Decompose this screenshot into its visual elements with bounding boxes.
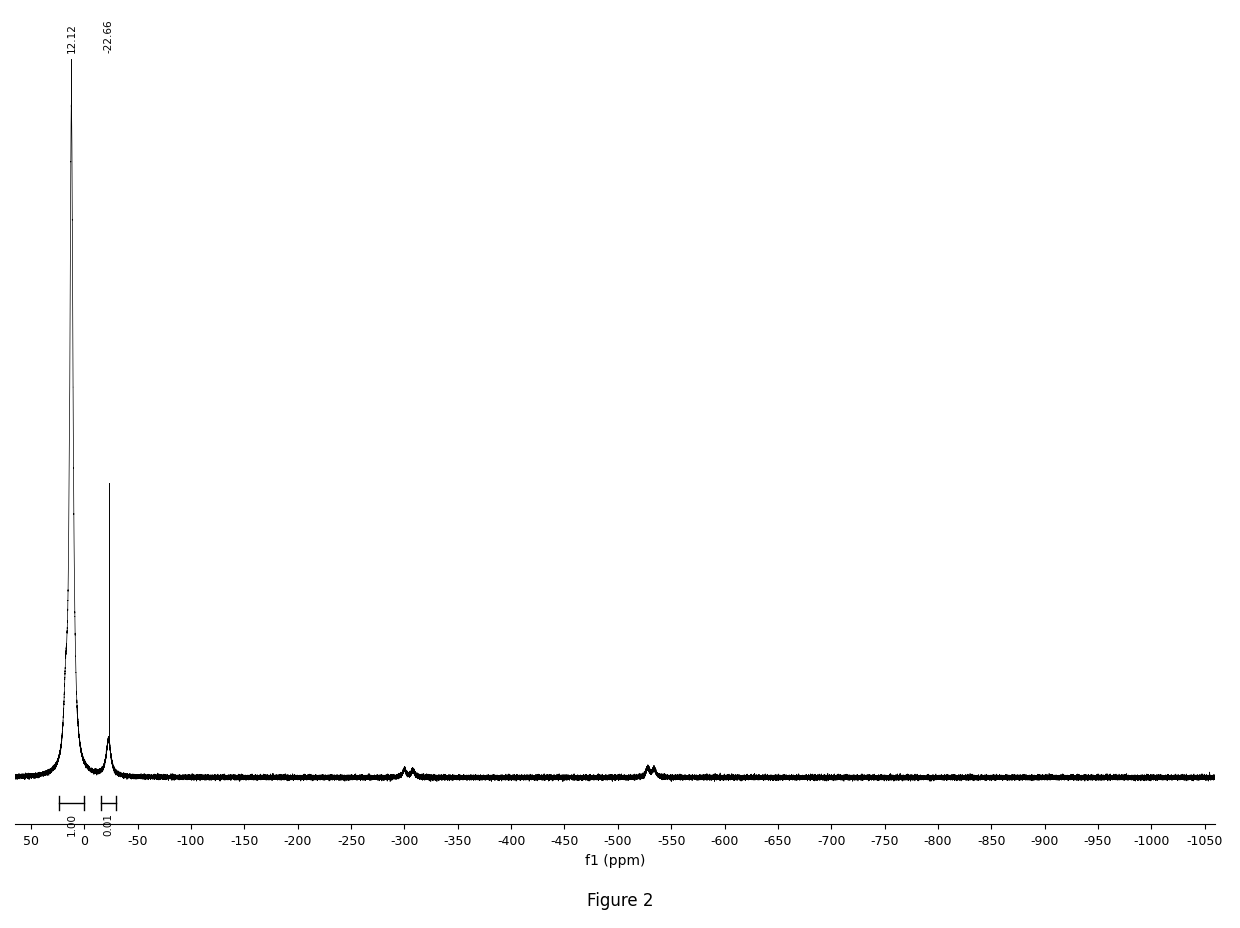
X-axis label: f1 (ppm): f1 (ppm) bbox=[585, 853, 645, 867]
Text: 12.12: 12.12 bbox=[67, 23, 77, 53]
Text: 0.01: 0.01 bbox=[103, 812, 114, 835]
Text: Figure 2: Figure 2 bbox=[587, 892, 653, 909]
Text: 1.00: 1.00 bbox=[67, 812, 77, 835]
Text: -22.66: -22.66 bbox=[103, 19, 114, 53]
